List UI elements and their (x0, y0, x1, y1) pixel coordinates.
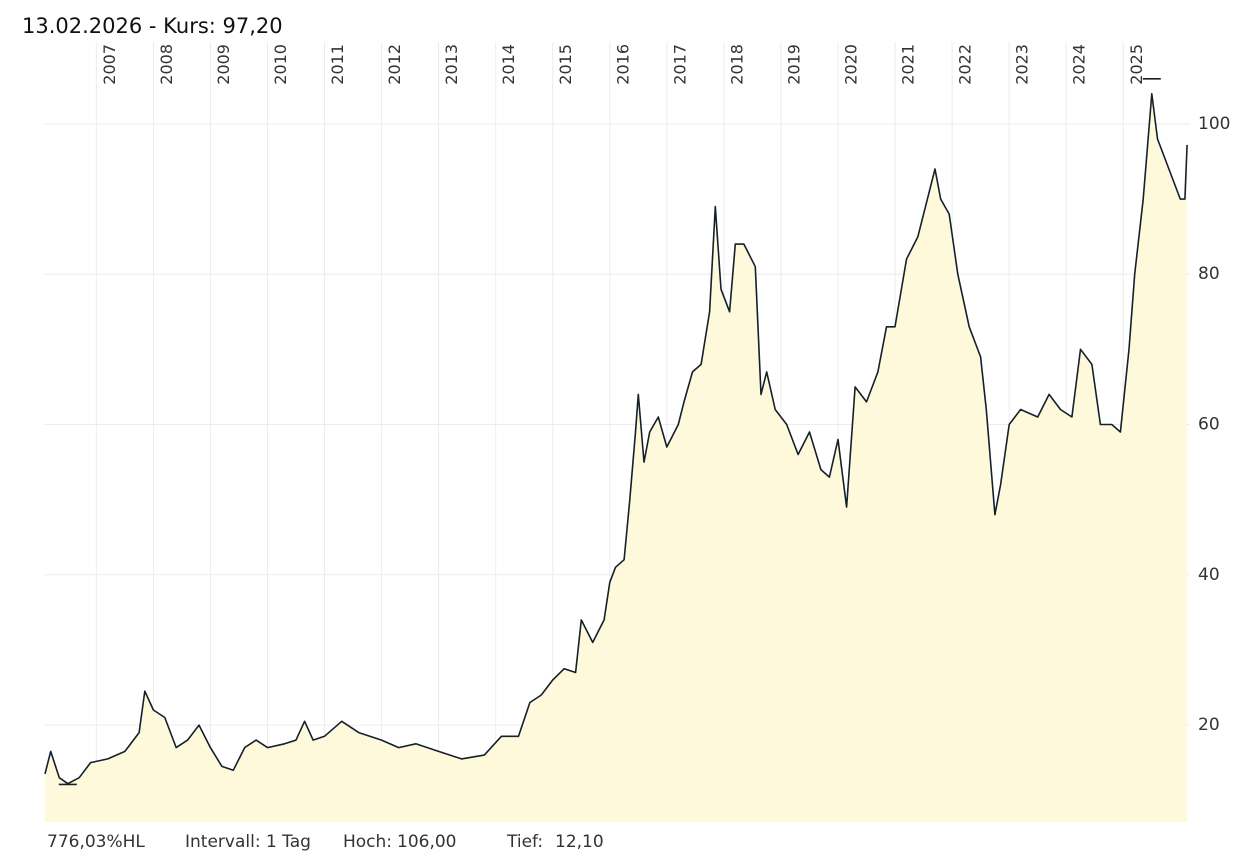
y-tick-label: 40 (1198, 565, 1220, 585)
x-tick-label: 2014 (499, 44, 518, 85)
x-tick-label: 2022 (956, 44, 975, 85)
x-tick-label: 2018 (727, 44, 746, 85)
x-tick-label: 2009 (214, 44, 233, 85)
x-tick-label: 2008 (157, 44, 176, 85)
x-tick-label: 2013 (442, 44, 461, 85)
chart-title: 13.02.2026 - Kurs: 97,20 (22, 14, 283, 38)
price-line (44, 93, 1188, 785)
high-label: Hoch: (343, 832, 392, 852)
x-tick-label: 2012 (385, 44, 404, 85)
y-tick-label: 100 (1198, 114, 1230, 134)
x-tick-label: 2023 (1013, 44, 1032, 85)
low-value: 12,10 (555, 832, 604, 852)
x-tick-label: 2015 (556, 44, 575, 85)
x-tick-label: 2017 (670, 44, 689, 85)
performance: 776,03%HL (47, 832, 145, 852)
y-tick-label: 20 (1198, 715, 1220, 735)
x-tick-label: 2024 (1070, 44, 1089, 85)
x-tick-label: 2016 (613, 44, 632, 85)
x-tick-label: 2010 (271, 44, 290, 85)
area-fill (45, 93, 1188, 823)
x-tick-label: 2011 (328, 44, 347, 85)
x-tick-label: 2025 (1127, 44, 1146, 85)
x-tick-label: 2020 (841, 44, 860, 85)
low-label: Tief: (506, 832, 543, 852)
x-tick-label: 2021 (899, 44, 918, 85)
y-tick-label: 80 (1198, 264, 1220, 284)
y-tick-label: 60 (1198, 414, 1220, 434)
x-tick-label: 2019 (784, 44, 803, 85)
high-value: 106,00 (397, 832, 456, 852)
x-tick-label: 2007 (100, 44, 119, 85)
interval: Intervall: 1 Tag (185, 832, 311, 852)
